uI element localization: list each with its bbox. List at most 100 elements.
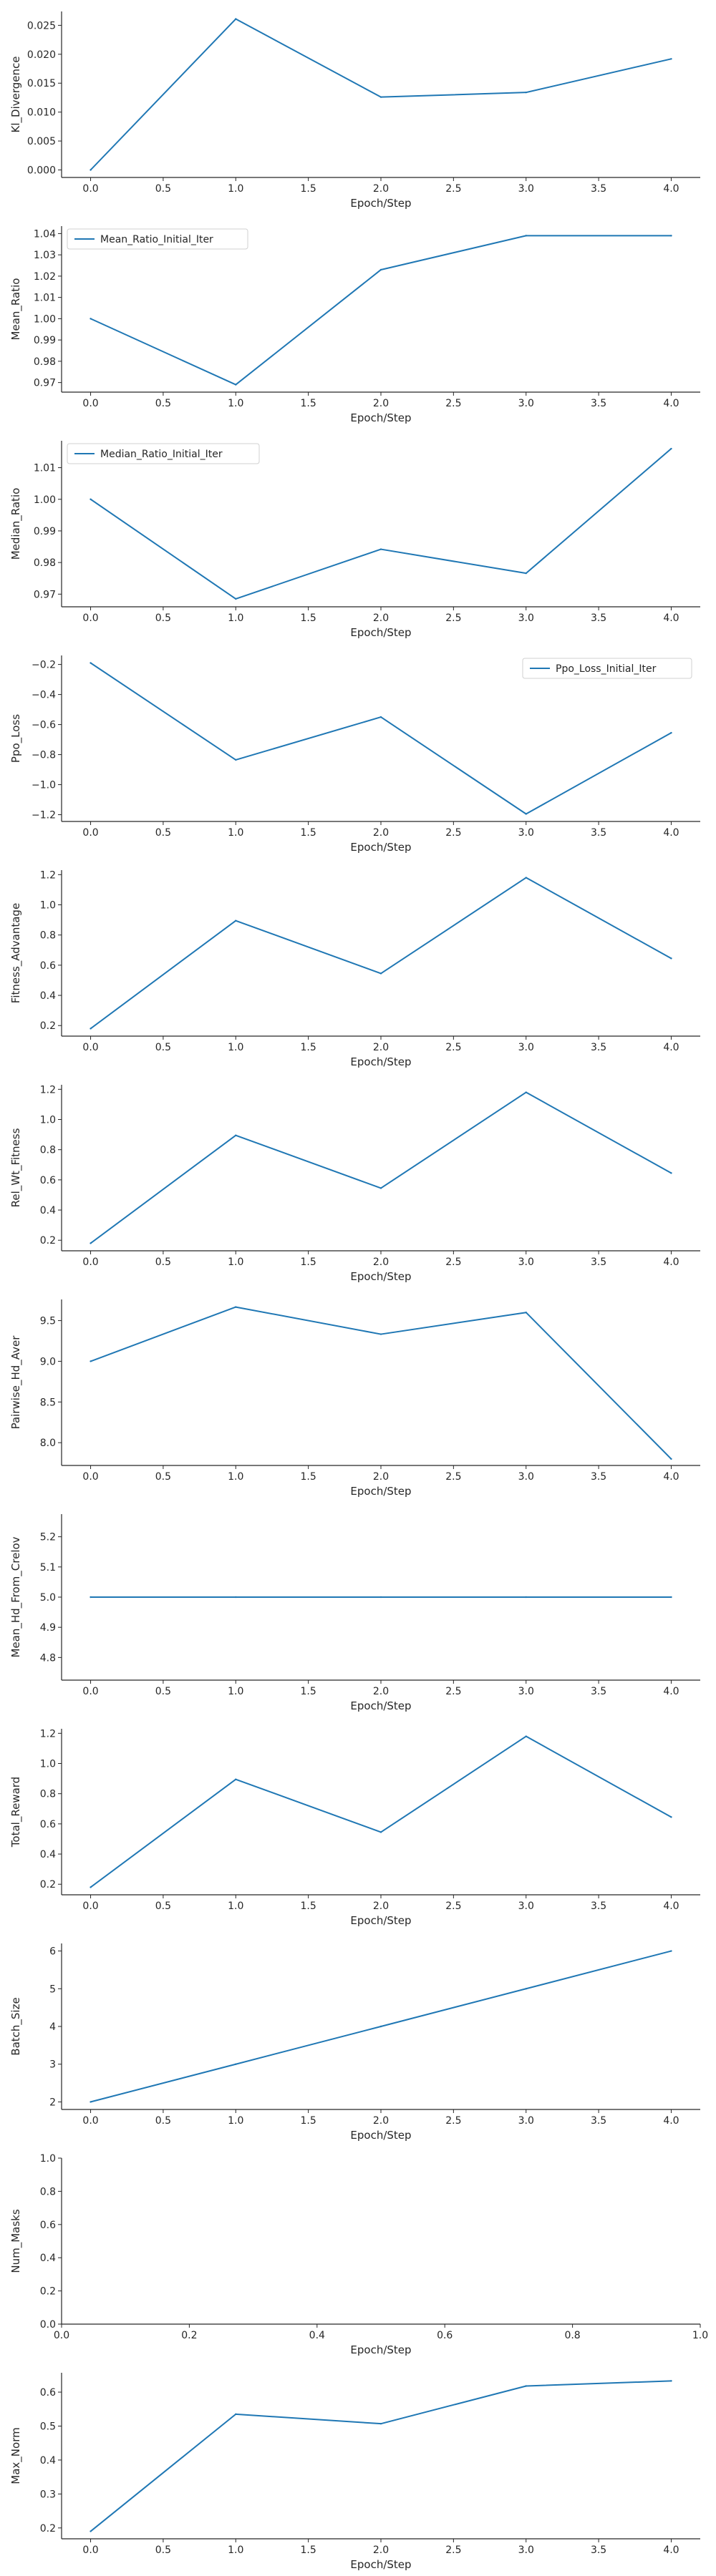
x-tick-label: 1.0	[228, 1042, 243, 1053]
x-tick-label: 3.0	[518, 1042, 534, 1053]
data-point	[379, 1187, 382, 1189]
y-tick-label: 0.8	[40, 1145, 56, 1156]
x-tick-label: 0.0	[82, 613, 98, 624]
x-tick-label: 0.5	[155, 613, 171, 624]
data-point	[525, 1091, 527, 1093]
x-tick-label: 1.0	[228, 398, 243, 409]
data-point	[525, 877, 527, 879]
y-axis-label: Mean_Hd_From_Crelov	[9, 1536, 23, 1657]
x-tick-label: 3.0	[518, 398, 534, 409]
y-axis-label: Max_Norm	[9, 2427, 23, 2484]
x-tick-label: 4.0	[663, 2115, 679, 2127]
legend-label: Median_Ratio_Initial_Iter	[100, 449, 223, 460]
data-point	[235, 1778, 237, 1780]
data-point	[670, 1950, 672, 1952]
x-tick-label: 2.0	[373, 1257, 389, 1268]
y-tick-label: 9.0	[40, 1356, 56, 1367]
series-line	[90, 877, 672, 1030]
legend-box	[67, 443, 260, 464]
x-tick-label: 0.5	[155, 1257, 171, 1268]
x-tick-label: 3.5	[591, 827, 606, 839]
data-point	[90, 2101, 92, 2103]
x-tick-label: 2.5	[445, 398, 461, 409]
series-line	[90, 1091, 672, 1244]
y-tick-label: 0.97	[34, 378, 56, 389]
x-tick-label: 1.0	[228, 1257, 243, 1268]
x-tick-label: 0.0	[54, 2330, 69, 2341]
legend-label: Ppo_Loss_Initial_Iter	[556, 663, 657, 675]
x-tick-label: 4.0	[663, 1686, 679, 1697]
legend: Mean_Ratio_Initial_Iter	[67, 228, 248, 250]
x-tick-label: 3.5	[591, 1686, 606, 1697]
y-tick-label: 0.6	[40, 2387, 56, 2399]
y-tick-label: 0.3	[40, 2489, 56, 2500]
data-point	[379, 972, 382, 975]
x-axis-label: Epoch/Step	[350, 2343, 411, 2356]
x-tick-label: 0.4	[309, 2330, 325, 2341]
y-tick-label: 0.015	[27, 78, 56, 89]
x-tick-label: 1.5	[301, 1901, 316, 1912]
data-point	[525, 1735, 527, 1737]
x-tick-label: 2.0	[373, 2115, 389, 2127]
chart-panel-8: 0.0 0.5 1.0 1.5 2.0 2.5 3.0 3.5 4.0 4.8 4.9 5.0 5.1 5…	[9, 1514, 700, 1712]
data-point	[235, 758, 237, 761]
x-tick-label: 3.5	[591, 2545, 606, 2556]
x-tick-label: 4.0	[663, 1042, 679, 1053]
data-point	[379, 268, 382, 271]
x-tick-label: 2.0	[373, 398, 389, 409]
x-tick-label: 3.0	[518, 183, 534, 195]
x-tick-label: 2.5	[445, 1686, 461, 1697]
chart-panel-7: 0.0 0.5 1.0 1.5 2.0 2.5 3.0 3.5 4.0 8.0 8.5 9.0 9.5 E…	[9, 1299, 700, 1498]
x-tick-label: 2.5	[445, 1901, 461, 1912]
x-tick-label: 1.5	[301, 827, 316, 839]
y-tick-label: 0.99	[34, 335, 56, 346]
data-point	[670, 235, 672, 237]
data-point	[525, 1596, 527, 1599]
series-line	[90, 1735, 672, 1888]
y-tick-label: −1.0	[32, 780, 56, 791]
y-tick-label: 1.01	[34, 293, 56, 304]
x-tick-label: 1.5	[301, 1686, 316, 1697]
y-axis-label: Kl_Divergence	[9, 57, 23, 133]
x-tick-label: 4.0	[663, 1901, 679, 1912]
x-tick-label: 0.2	[181, 2330, 197, 2341]
x-tick-label: 1.0	[228, 1686, 243, 1697]
y-tick-label: 1.00	[34, 313, 56, 325]
x-tick-label: 1.5	[301, 1471, 316, 1483]
y-tick-label: 0.4	[40, 2253, 56, 2264]
chart-panel-12: 0.0 0.5 1.0 1.5 2.0 2.5 3.0 3.5 4.0 0.2 0.3 0.4 0.5 0…	[9, 2373, 700, 2571]
y-tick-label: 0.0	[40, 2319, 56, 2331]
y-tick-label: 4.8	[40, 1652, 56, 1664]
x-tick-label: 0.0	[82, 1042, 98, 1053]
series-line	[90, 2380, 672, 2532]
x-tick-label: 2.0	[373, 1901, 389, 1912]
y-tick-label: 1.2	[40, 1728, 56, 1740]
y-tick-label: 0.5	[40, 2421, 56, 2432]
x-tick-label: 0.0	[82, 2545, 98, 2556]
x-tick-label: 3.5	[591, 1901, 606, 1912]
data-point	[235, 2413, 237, 2416]
x-tick-label: 2.0	[373, 613, 389, 624]
chart-panel-10: 0.0 0.5 1.0 1.5 2.0 2.5 3.0 3.5 4.0 2 3 4 5 6 Epoch/St…	[9, 1943, 700, 2142]
y-tick-label: 8.5	[40, 1397, 56, 1408]
x-tick-label: 4.0	[663, 398, 679, 409]
data-point	[235, 2063, 237, 2065]
x-tick-label: 0.0	[82, 1257, 98, 1268]
y-tick-label: 8.0	[40, 1438, 56, 1449]
chart-panel-3: 0.0 0.5 1.0 1.5 2.0 2.5 3.0 3.5 4.0 0.97 0.98 0.99 1…	[9, 441, 700, 639]
data-point	[90, 1028, 92, 1030]
y-tick-label: 5.2	[40, 1532, 56, 1543]
series-line	[90, 662, 672, 815]
y-axis-label: Num_Masks	[9, 2209, 23, 2273]
y-axis-label: Total_Reward	[9, 1777, 23, 1848]
data-point	[525, 2385, 527, 2387]
y-axis-label: Ppo_Loss	[9, 714, 23, 763]
data-point	[379, 1333, 382, 1335]
y-tick-label: 4.9	[40, 1622, 56, 1634]
x-tick-label: 3.0	[518, 1901, 534, 1912]
x-tick-label: 4.0	[663, 613, 679, 624]
data-point	[235, 1306, 237, 1308]
x-tick-label: 3.0	[518, 2115, 534, 2127]
data-point	[90, 662, 92, 664]
